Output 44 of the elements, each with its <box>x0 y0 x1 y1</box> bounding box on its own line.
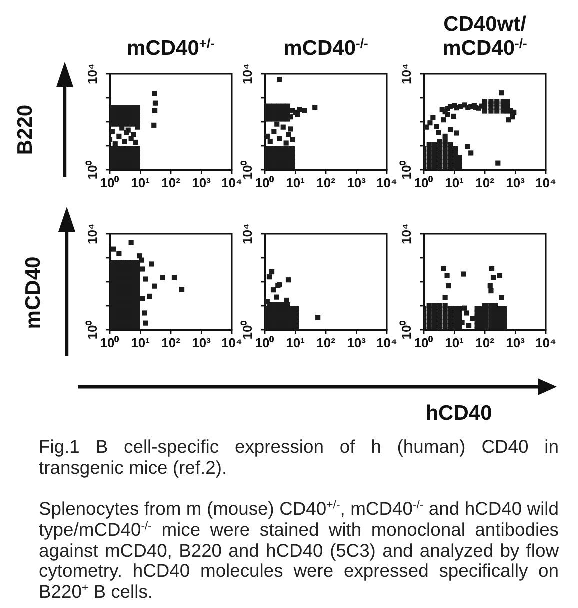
x-tick-label: 10⁰ <box>100 335 120 350</box>
y-tick-label: 10⁴ <box>85 224 100 244</box>
x-tick-label: 10³ <box>192 335 212 350</box>
y-tick-label: 10⁴ <box>240 64 256 84</box>
x-tick-label: 10¹ <box>131 175 150 190</box>
chart-title: mCD40$^{-/-}$ <box>282 36 370 61</box>
x-tick-label: 10⁴ <box>222 335 242 350</box>
x-tick-label: 10⁰ <box>255 175 275 190</box>
text: Splenocytes from m (mouse) CD40$^{+/-}$, mCD40$^{-/-}$ and hCD40 wild type/mCD40$^{-/-}$ mice were stained with monoclonal antibodies against mCD40, B220 and hCD40 (5C3) and analyzed by flow cytometry. hCD40 molecules were expressed specifically on B220$^{+}$ B cells. <box>39 498 559 602</box>
y-tick-label: 10⁴ <box>85 64 100 84</box>
x-tick-label: 10⁴ <box>536 335 556 350</box>
x-tick-label: 10¹ <box>286 175 305 190</box>
x-tick-label: 10⁰ <box>414 335 434 350</box>
y-axis-title: mCD40 <box>22 256 45 330</box>
x-tick-label: 10⁴ <box>536 175 556 190</box>
y-tick-label: 10⁴ <box>399 224 414 244</box>
x-tick-label: 10⁴ <box>376 175 398 190</box>
x-tick-label: 10¹ <box>131 335 150 350</box>
y-tick-label: 10⁴ <box>399 64 414 84</box>
x-axis-title: hCD40 <box>426 402 492 425</box>
x-tick-label: 10² <box>316 335 336 350</box>
y-axis-title: B220 <box>14 104 37 156</box>
x-tick-label: 10¹ <box>445 335 464 350</box>
x-tick-label: 10³ <box>506 335 526 350</box>
x-tick-label: 10⁰ <box>255 335 275 350</box>
x-tick-label: 10⁰ <box>100 175 120 190</box>
x-tick-label: 10³ <box>347 175 367 190</box>
x-tick-label: 10² <box>476 335 496 350</box>
x-tick-label: 10³ <box>347 335 367 350</box>
x-tick-label: 10² <box>476 175 496 190</box>
y-tick-label: 10⁴ <box>240 224 256 244</box>
x-tick-label: 10⁰ <box>414 175 434 190</box>
x-tick-label: 10² <box>162 175 182 190</box>
x-tick-label: 10⁴ <box>222 175 242 190</box>
x-tick-label: 10¹ <box>445 175 464 190</box>
x-tick-label: 10³ <box>192 175 212 190</box>
chart-title: mCD40$^{+/-}$ <box>126 36 216 61</box>
x-tick-label: 10² <box>316 175 336 190</box>
x-tick-label: 10³ <box>506 175 526 190</box>
caption: Fig.1 B cell-specific expression of h (human) CD40 in transgenic mice (ref.2). <box>39 436 559 478</box>
x-tick-label: 10⁴ <box>376 335 398 350</box>
x-tick-label: 10² <box>162 335 182 350</box>
x-tick-label: 10¹ <box>286 335 305 350</box>
chart-title: CD40wt/mCD40$^{-/-}$ <box>442 13 528 61</box>
